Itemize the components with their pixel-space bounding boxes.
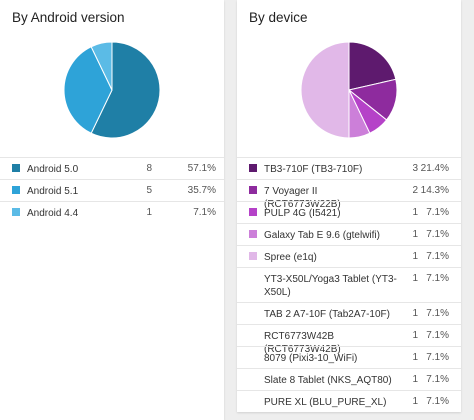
legend-percent: 7.1%: [426, 308, 449, 319]
legend-percent: 35.7%: [187, 185, 216, 196]
legend-label: RCT6773W42B (RCT6773W42B): [264, 331, 341, 355]
legend-label: PULP 4G (I5421): [264, 208, 341, 219]
legend-label: 7 Voyager II (RCT6773W22B): [264, 186, 341, 210]
legend-count: 1: [146, 207, 152, 218]
legend-label: Slate 8 Tablet (NKS_AQT80): [264, 375, 392, 386]
legend-label: PURE XL (BLU_PURE_XL): [264, 397, 387, 408]
legend-row-device[interactable]: TAB 2 A7-10F (Tab2A7-10F) 1 7.1%: [237, 302, 461, 324]
legend-percent: 21.4%: [420, 163, 449, 174]
pie-slice-android-4-4[interactable]: [90, 41, 113, 91]
legend-percent: 7.1%: [426, 352, 449, 363]
pie-slice-tb3-710f[interactable]: [348, 41, 397, 91]
android-version-legend: Android 5.0 8 57.1% Android 5.1 5 35.7% …: [0, 157, 224, 223]
legend-label: Spree (e1q): [264, 252, 317, 263]
legend-count: 1: [412, 374, 418, 385]
legend-count: 1: [412, 352, 418, 363]
pie-slice-android-5-0[interactable]: [90, 41, 161, 139]
legend-count: 2: [412, 185, 418, 196]
legend-row-android-5-1[interactable]: Android 5.1 5 35.7%: [0, 179, 224, 201]
android-version-card: By Android version Android 5.0 8 57.1% A…: [0, 0, 224, 420]
legend-label: TB3-710F (TB3-710F): [264, 164, 363, 175]
legend-label: Android 5.1: [27, 186, 79, 197]
legend-label: Android 4.4: [27, 208, 79, 219]
legend-label: Galaxy Tab E 9.6 (gtelwifi): [264, 230, 380, 241]
android-card-title: By Android version: [12, 10, 125, 25]
legend-label: YT3-X50L/Yoga3 Tablet (YT3-X50L): [264, 274, 397, 298]
device-pie: [300, 41, 398, 139]
legend-count: 1: [412, 207, 418, 218]
legend-count: 5: [146, 185, 152, 196]
legend-percent: 7.1%: [426, 273, 449, 284]
legend-swatch: [249, 164, 257, 172]
legend-count: 1: [412, 308, 418, 319]
legend-percent: 7.1%: [426, 207, 449, 218]
legend-percent: 7.1%: [426, 396, 449, 407]
legend-row-device[interactable]: PULP 4G (I5421) 1 7.1%: [237, 201, 461, 223]
legend-count: 1: [412, 330, 418, 341]
android-version-pie: [63, 41, 161, 139]
legend-row-device[interactable]: Spree (e1q) 1 7.1%: [237, 245, 461, 267]
legend-row-device[interactable]: PURE XL (BLU_PURE_XL) 1 7.1%: [237, 390, 461, 412]
legend-row-device[interactable]: RCT6773W42B (RCT6773W42B) 1 7.1%: [237, 324, 461, 355]
legend-count: 1: [412, 273, 418, 284]
legend-row-device[interactable]: 8079 (Pixi3-10_WiFi) 1 7.1%: [237, 346, 461, 368]
legend-swatch: [12, 164, 20, 172]
device-legend: TB3-710F (TB3-710F) 3 21.4% 7 Voyager II…: [237, 157, 461, 412]
legend-percent: 57.1%: [187, 163, 216, 174]
legend-percent: 7.1%: [426, 374, 449, 385]
legend-label: Android 5.0: [27, 164, 79, 175]
legend-count: 8: [146, 163, 152, 174]
legend-count: 1: [412, 251, 418, 262]
legend-row-device[interactable]: Galaxy Tab E 9.6 (gtelwifi) 1 7.1%: [237, 223, 461, 245]
device-card-title: By device: [249, 10, 308, 25]
legend-row-device[interactable]: TB3-710F (TB3-710F) 3 21.4%: [237, 157, 461, 179]
legend-percent: 7.1%: [193, 207, 216, 218]
legend-percent: 7.1%: [426, 330, 449, 341]
pie-slice-android-5-1[interactable]: [63, 46, 113, 134]
legend-label: 8079 (Pixi3-10_WiFi): [264, 353, 358, 364]
legend-row-device[interactable]: 7 Voyager II (RCT6773W22B) 2 14.3%: [237, 179, 461, 210]
legend-percent: 7.1%: [426, 251, 449, 262]
legend-row-device[interactable]: YT3-X50L/Yoga3 Tablet (YT3-X50L) 1 7.1%: [237, 267, 461, 302]
device-card: By device TB3-710F (TB3-710F) 3 21.4% 7 …: [237, 0, 461, 412]
legend-percent: 7.1%: [426, 229, 449, 240]
legend-count: 1: [412, 396, 418, 407]
legend-swatch: [12, 186, 20, 194]
legend-swatch: [12, 208, 20, 216]
legend-percent: 14.3%: [420, 185, 449, 196]
legend-count: 3: [412, 163, 418, 174]
legend-row-android-5-0[interactable]: Android 5.0 8 57.1%: [0, 157, 224, 179]
legend-label: TAB 2 A7-10F (Tab2A7-10F): [264, 309, 390, 320]
legend-row-android-4-4[interactable]: Android 4.4 1 7.1%: [0, 201, 224, 223]
legend-count: 1: [412, 229, 418, 240]
legend-swatch: [249, 186, 257, 194]
legend-swatch: [249, 208, 257, 216]
pie-slice-spree[interactable]: [300, 41, 350, 139]
legend-swatch: [249, 230, 257, 238]
legend-row-device[interactable]: Slate 8 Tablet (NKS_AQT80) 1 7.1%: [237, 368, 461, 390]
legend-swatch: [249, 252, 257, 260]
